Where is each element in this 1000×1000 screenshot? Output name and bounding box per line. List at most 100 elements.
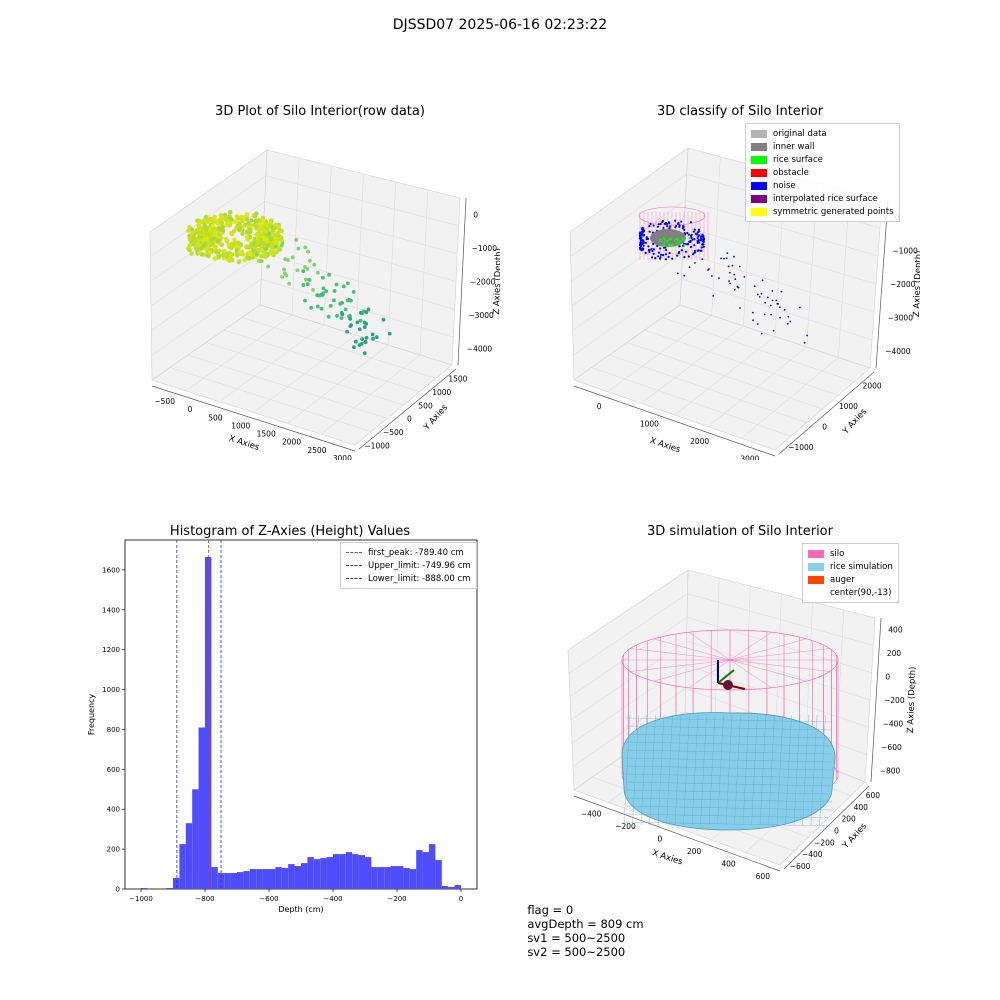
simulation-3d-panel[interactable]: 3D simulation of Silo Interior −400 −200 0… bbox=[560, 520, 920, 890]
cls-noise-point bbox=[656, 225, 659, 228]
raw-data-point bbox=[190, 231, 195, 236]
raw-data-point bbox=[305, 267, 310, 271]
sim-rice-mesh bbox=[666, 714, 673, 826]
cls-noise-point bbox=[652, 252, 655, 255]
cls-noise-point bbox=[659, 257, 662, 260]
cls-noise-point bbox=[701, 258, 704, 260]
histogram-y-tick-label: 1000 bbox=[102, 686, 120, 694]
raw-data-point bbox=[219, 220, 224, 226]
sim-z-tick-label: 0 bbox=[885, 673, 890, 682]
raw-data-point bbox=[387, 331, 392, 336]
histogram-bar bbox=[141, 888, 148, 889]
raw-x-axis-line bbox=[151, 385, 356, 452]
cls-noise-point bbox=[642, 244, 645, 247]
raw-data-point bbox=[213, 244, 218, 249]
raw-data-point bbox=[294, 237, 299, 242]
simulation-3d-axes: −400−2000200400600−600−400−2000200400600… bbox=[567, 569, 918, 881]
simulation-legend-label: rice simulation bbox=[830, 561, 893, 572]
cls-noise-point bbox=[701, 238, 704, 241]
classify-legend-swatch bbox=[751, 207, 767, 216]
avg-depth-value: avgDepth = 809 cm bbox=[527, 917, 644, 931]
cls-noise-point bbox=[642, 230, 645, 233]
raw-data-point bbox=[254, 252, 259, 257]
sim-gridline bbox=[568, 593, 688, 674]
sim-rice-mesh bbox=[657, 714, 665, 826]
raw-data-point bbox=[358, 318, 363, 323]
cls-noise-point bbox=[756, 293, 759, 296]
cls-noise-point bbox=[657, 255, 660, 258]
status-line: flag = 0 avgDepth = 809 cm sv1 = 500~250… bbox=[520, 889, 654, 959]
histogram-bar bbox=[422, 852, 429, 889]
cls-noise-point bbox=[771, 290, 774, 292]
raw-data-point bbox=[301, 269, 306, 274]
raw-box bbox=[149, 149, 467, 452]
sim-x-tick-label: 0 bbox=[657, 834, 662, 843]
raw-data-point bbox=[246, 220, 251, 226]
cls-gridline bbox=[573, 278, 682, 356]
raw-x-tick-label: 1000 bbox=[231, 421, 250, 430]
cls-noise-point bbox=[764, 301, 767, 304]
cls-noise-point bbox=[659, 247, 662, 250]
raw-data-point bbox=[290, 255, 295, 260]
cls-noise-point bbox=[641, 247, 644, 250]
raw-point-cloud bbox=[186, 210, 392, 356]
classify-legend-entry: rice surface bbox=[751, 153, 894, 166]
raw-data-point bbox=[252, 241, 257, 246]
simulation-legend-label: auger bbox=[830, 574, 855, 585]
sim-x-axis-label: X Axies bbox=[651, 848, 684, 867]
histogram-bar bbox=[365, 857, 372, 889]
simulation-legend-swatch bbox=[808, 549, 824, 558]
histogram-bar bbox=[454, 885, 461, 889]
sim-center-marker bbox=[723, 680, 733, 690]
raw-data-point bbox=[341, 284, 346, 289]
classify-legend-entry: symmetric generated points bbox=[751, 205, 894, 218]
cls-noise-point bbox=[751, 311, 754, 314]
raw-x-tick-label: −500 bbox=[154, 397, 175, 406]
raw-data-point bbox=[244, 244, 249, 249]
sim-y-tick-label: 600 bbox=[866, 791, 881, 800]
raw-data-point bbox=[244, 235, 250, 240]
raw-data-point bbox=[189, 251, 194, 256]
raw-data-point bbox=[230, 258, 235, 263]
cls-noise-point bbox=[733, 255, 735, 258]
classify-3d-panel[interactable]: 3D classify of Silo Interior 0 1000 2000 30… bbox=[560, 100, 920, 460]
raw-data-point bbox=[261, 224, 266, 229]
cls-noise-point bbox=[641, 242, 644, 246]
raw-data-point bbox=[241, 252, 246, 257]
figure-title: DJSSD07 2025-06-16 02:23:22 bbox=[392, 17, 608, 33]
raw-3d-panel[interactable]: 3D Plot of Silo Interior(row data) −500 0… bbox=[140, 100, 500, 460]
histogram-panel: Histogram of Z-Axies (Height) Values −10… bbox=[80, 520, 500, 920]
raw-data-point bbox=[242, 257, 247, 263]
raw-data-point bbox=[260, 240, 265, 245]
cls-noise-point bbox=[644, 241, 647, 244]
raw-data-point bbox=[335, 314, 339, 318]
raw-data-point bbox=[217, 232, 222, 238]
cls-y-axis-line bbox=[778, 371, 875, 455]
raw-data-point bbox=[249, 243, 254, 248]
histogram-legend-swatch bbox=[346, 578, 362, 579]
cls-rice-surface-point bbox=[676, 242, 679, 245]
raw-data-point bbox=[371, 336, 375, 341]
cls-rice-surface-point bbox=[681, 237, 684, 240]
raw-y-tick-label: 500 bbox=[418, 401, 433, 410]
raw-data-point bbox=[237, 227, 242, 233]
raw-data-point bbox=[235, 253, 240, 258]
cls-noise-point bbox=[687, 243, 690, 246]
cls-noise-point bbox=[671, 257, 674, 260]
raw-data-point bbox=[328, 304, 333, 308]
raw-data-point bbox=[226, 257, 231, 262]
histogram-bar bbox=[371, 867, 378, 889]
raw-data-point bbox=[334, 282, 339, 287]
simulation-legend-swatch bbox=[808, 575, 824, 584]
sim-z-tick-label: 200 bbox=[887, 649, 902, 658]
cls-x-axis-line bbox=[573, 385, 776, 457]
raw-data-point bbox=[357, 327, 362, 332]
cls-z-tick-label: −3000 bbox=[888, 314, 914, 323]
histogram-bar bbox=[435, 860, 442, 889]
simulation-legend-label: silo bbox=[830, 548, 845, 559]
cls-y-tick-label: −1000 bbox=[788, 443, 814, 452]
cls-noise-point bbox=[639, 234, 642, 237]
cls-noise-point bbox=[683, 274, 686, 277]
histogram-bar bbox=[307, 857, 314, 889]
cls-y-axis-label: Y Axies bbox=[840, 406, 869, 437]
